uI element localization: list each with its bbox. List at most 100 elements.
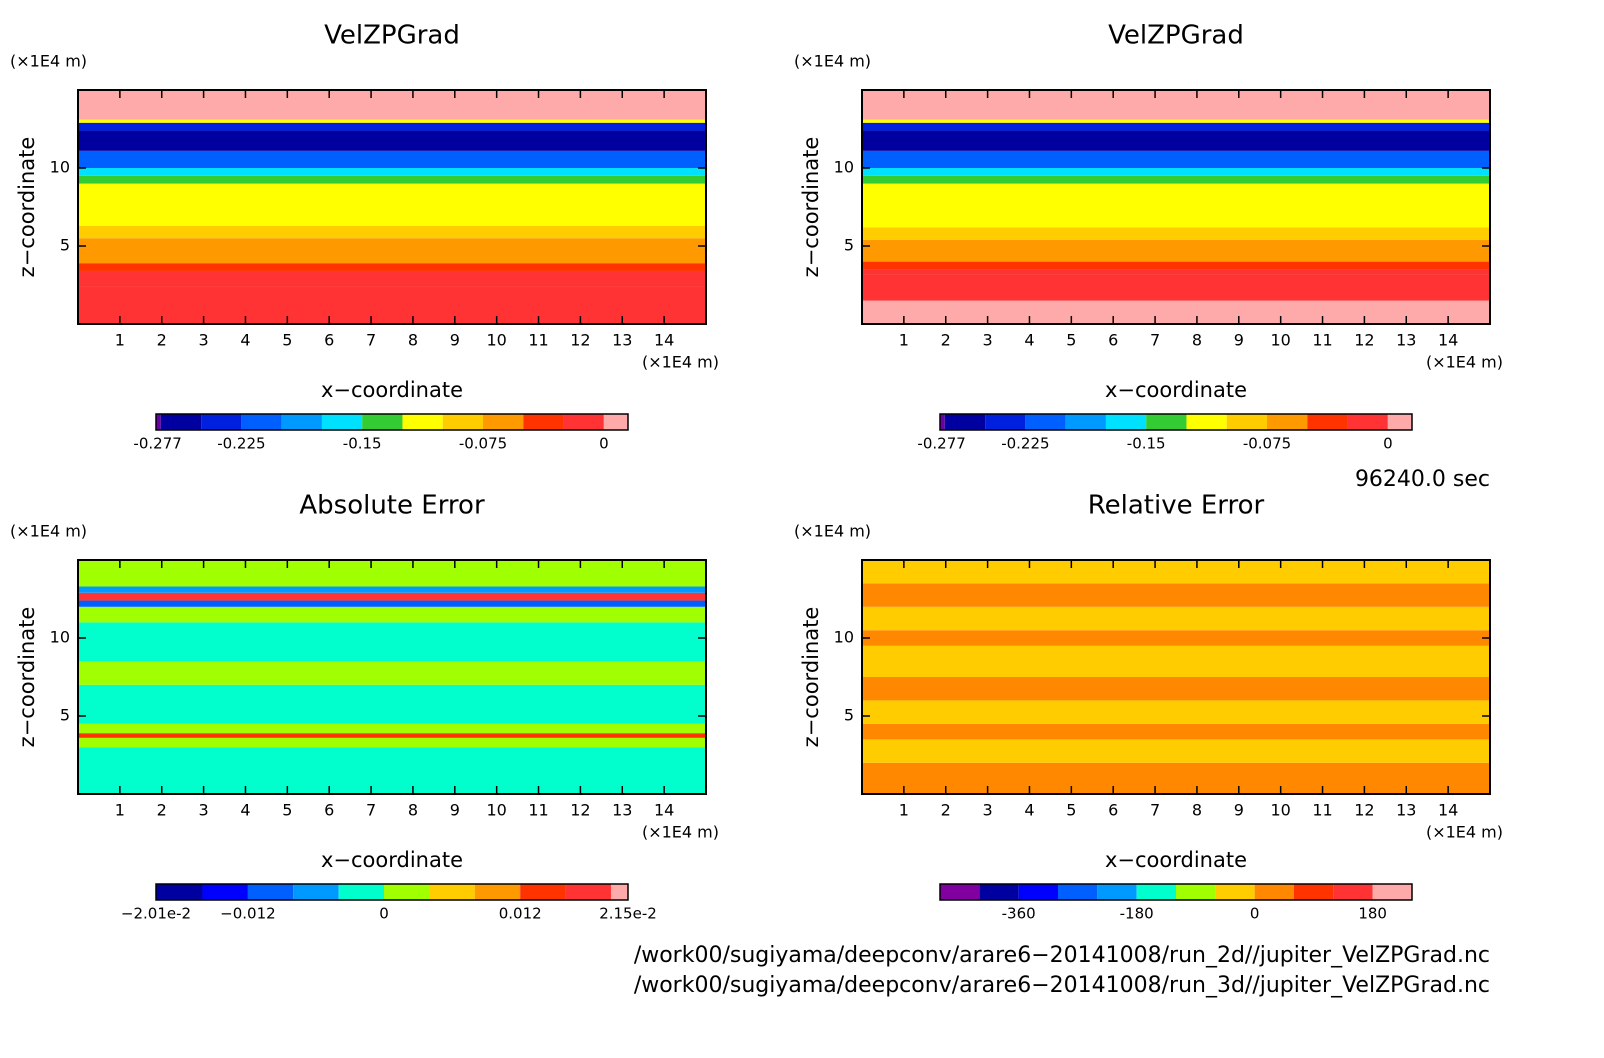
colorbar-segment bbox=[1058, 884, 1098, 900]
x-tick-label: 7 bbox=[1150, 331, 1160, 350]
colorbar-segment bbox=[1105, 414, 1147, 430]
x-tick-label: 13 bbox=[1396, 331, 1416, 350]
x-tick-label: 7 bbox=[366, 801, 376, 820]
colorbar-tick-label: 0.012 bbox=[499, 905, 542, 923]
colorbar-segment bbox=[1176, 884, 1216, 900]
x-axis-label: x−coordinate bbox=[1105, 848, 1247, 872]
colorbar-tick-label: 0 bbox=[1383, 435, 1393, 453]
colorbar-segment bbox=[1267, 414, 1308, 430]
colorbar-segment bbox=[1307, 414, 1348, 430]
y-axis-label: z−coordinate bbox=[15, 607, 39, 748]
colorbar-segment bbox=[281, 414, 322, 430]
y-unit: (×1E4 m) bbox=[794, 522, 871, 541]
x-axis-label: x−coordinate bbox=[1105, 378, 1247, 402]
colorbar-segment bbox=[241, 414, 282, 430]
colorbar-frame bbox=[939, 883, 1413, 901]
contour-band bbox=[862, 300, 1490, 324]
x-tick-label: 7 bbox=[1150, 801, 1160, 820]
x-tick-label: 14 bbox=[654, 331, 674, 350]
y-tick-label: 5 bbox=[60, 236, 70, 255]
x-tick-label: 5 bbox=[1066, 801, 1076, 820]
colorbar-tick-label: -180 bbox=[1120, 905, 1154, 923]
contour-band bbox=[862, 175, 1490, 184]
panel-title: Absolute Error bbox=[299, 491, 485, 521]
y-unit: (×1E4 m) bbox=[794, 52, 871, 71]
x-tick-label: 11 bbox=[1312, 801, 1332, 820]
colorbar-segment bbox=[1146, 414, 1187, 430]
y-unit: (×1E4 m) bbox=[10, 522, 87, 541]
x-tick-label: 1 bbox=[899, 801, 909, 820]
colorbar-tick-label: −0.012 bbox=[220, 905, 276, 923]
contour-band bbox=[78, 684, 706, 724]
colorbar-segment bbox=[523, 414, 564, 430]
contour-band bbox=[78, 122, 706, 131]
x-tick-label: 8 bbox=[1192, 331, 1202, 350]
x-tick-label: 3 bbox=[199, 801, 209, 820]
colorbar-segment bbox=[985, 414, 1026, 430]
x-tick-label: 12 bbox=[1354, 801, 1374, 820]
colorbar-frame bbox=[155, 413, 629, 431]
y-tick-label: 10 bbox=[50, 158, 70, 177]
contour-band bbox=[78, 622, 706, 662]
x-tick-label: 4 bbox=[240, 331, 250, 350]
colorbar-segment bbox=[156, 884, 203, 900]
x-tick-label: 13 bbox=[612, 331, 632, 350]
x-unit: (×1E4 m) bbox=[1426, 353, 1503, 372]
contour-band bbox=[78, 168, 706, 176]
x-tick-label: 10 bbox=[1270, 801, 1290, 820]
colorbar-frame bbox=[155, 883, 629, 901]
colorbar-segment bbox=[1333, 884, 1373, 900]
plot-frame bbox=[77, 89, 707, 325]
colorbar-segment bbox=[321, 414, 363, 430]
colorbar-segment bbox=[1186, 414, 1227, 430]
x-tick-label: 1 bbox=[115, 331, 125, 350]
contour-band bbox=[862, 183, 1490, 228]
x-tick-label: 3 bbox=[983, 801, 993, 820]
plot-frame bbox=[861, 559, 1491, 795]
x-unit: (×1E4 m) bbox=[642, 353, 719, 372]
y-unit: (×1E4 m) bbox=[10, 52, 87, 71]
x-tick-label: 4 bbox=[240, 801, 250, 820]
x-tick-label: 4 bbox=[1024, 331, 1034, 350]
contour-band bbox=[862, 723, 1490, 740]
colorbar-tick-label: 0 bbox=[1250, 905, 1260, 923]
y-axis-label: z−coordinate bbox=[15, 137, 39, 278]
x-tick-label: 10 bbox=[486, 331, 506, 350]
colorbar-segment bbox=[565, 884, 611, 900]
contour-band bbox=[78, 130, 706, 151]
colorbar-segment bbox=[1254, 884, 1294, 900]
x-tick-label: 12 bbox=[1354, 331, 1374, 350]
contour-band bbox=[78, 606, 706, 623]
colorbar-tick-label: -0.277 bbox=[133, 435, 181, 453]
colorbar-frame bbox=[939, 413, 1413, 431]
x-tick-label: 5 bbox=[282, 801, 292, 820]
x-tick-label: 13 bbox=[1396, 801, 1416, 820]
x-tick-label: 5 bbox=[282, 331, 292, 350]
colorbar-segment bbox=[940, 884, 980, 900]
contour-band bbox=[78, 737, 706, 748]
x-tick-label: 1 bbox=[115, 801, 125, 820]
contour-band bbox=[862, 645, 1490, 677]
y-tick-label: 5 bbox=[60, 706, 70, 725]
x-tick-label: 13 bbox=[612, 801, 632, 820]
colorbar-segment bbox=[1136, 884, 1176, 900]
x-tick-label: 2 bbox=[157, 331, 167, 350]
plot-frame bbox=[77, 559, 707, 795]
colorbar-segment bbox=[384, 884, 430, 900]
contour-band bbox=[78, 733, 706, 738]
plot-frame bbox=[861, 89, 1491, 325]
colorbar-segment bbox=[402, 414, 443, 430]
colorbar-segment bbox=[603, 414, 628, 430]
contour-band bbox=[862, 269, 1490, 275]
colorbar-segment bbox=[1215, 884, 1255, 900]
colorbar-tick-label: 2.15e-2 bbox=[599, 905, 657, 923]
colorbar-segment bbox=[362, 414, 403, 430]
contour-band bbox=[78, 119, 706, 123]
x-tick-label: 8 bbox=[408, 801, 418, 820]
colorbar-segment bbox=[160, 414, 202, 430]
x-axis-label: x−coordinate bbox=[321, 378, 463, 402]
contour-band bbox=[862, 261, 1490, 270]
contour-band bbox=[862, 130, 1490, 151]
contour-band bbox=[862, 119, 1490, 123]
colorbar-segment bbox=[1065, 414, 1106, 430]
